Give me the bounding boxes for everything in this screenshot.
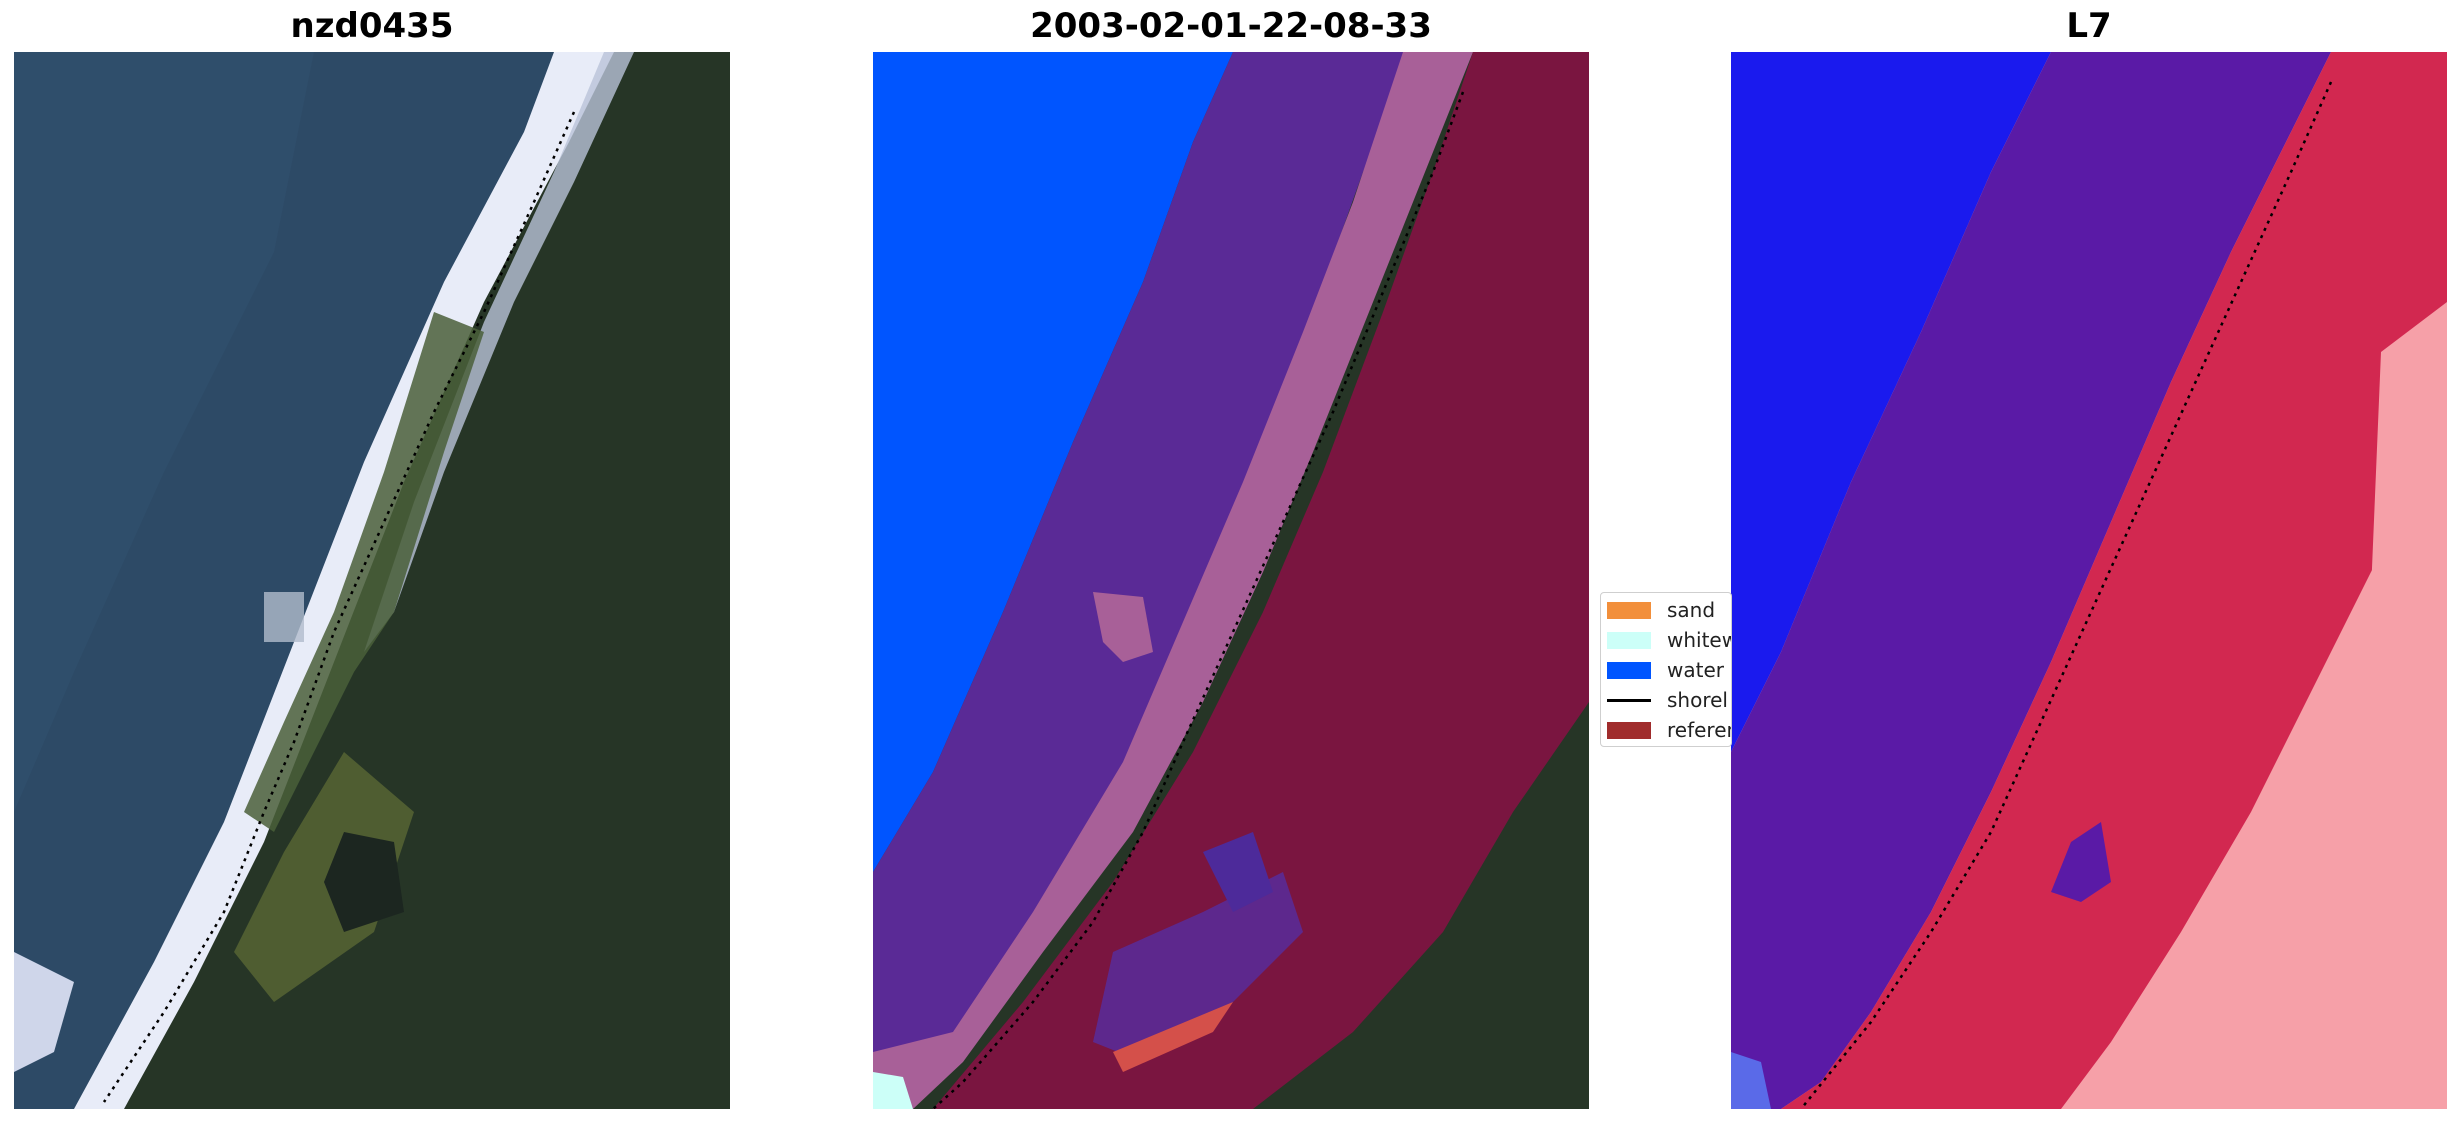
legend-label-water: water [1667,658,1724,682]
legend-label-shoreline: shorel [1667,688,1728,712]
index-panel [1731,52,2447,1109]
legend-item-shoreline: shorel [1607,687,1728,713]
legend-swatch-sand [1607,601,1651,619]
legend-swatch-whitewater [1607,631,1651,649]
classification-panel [873,52,1589,1109]
legend-line-shoreline [1607,698,1651,702]
legend-item-water: water [1607,657,1724,683]
legend-item-sand: sand [1607,597,1715,623]
legend-swatch-reference [1607,721,1651,739]
legend: sand whitew water shorel referen [1600,592,1732,747]
index-map [1731,52,2447,1109]
rgb-image [14,52,730,1109]
legend-swatch-water [1607,661,1651,679]
panel-title-classification: 2003-02-01-22-08-33 [1030,6,1432,46]
rgb-image-panel [14,52,730,1109]
legend-label-reference: referen [1667,718,1732,742]
legend-item-whitewater: whitew [1607,627,1732,653]
legend-item-reference: referen [1607,717,1732,743]
legend-label-whitewater: whitew [1667,628,1732,652]
classification-map [873,52,1589,1109]
legend-label-sand: sand [1667,598,1716,622]
panel-title-rgb: nzd0435 [290,6,454,46]
panel-title-index: L7 [2066,6,2112,46]
